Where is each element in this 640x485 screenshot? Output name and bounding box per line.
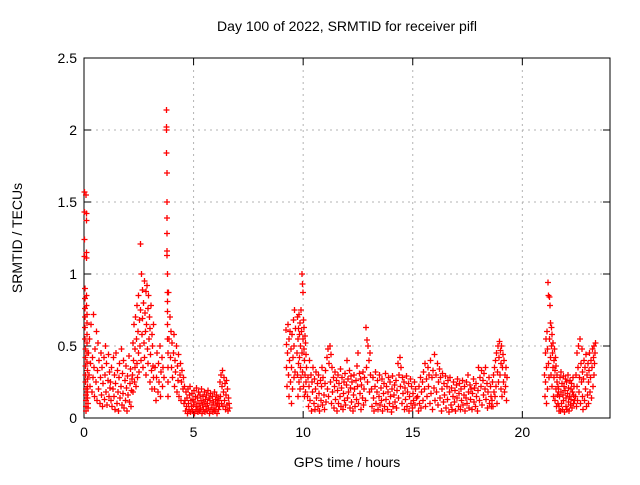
chart-title: Day 100 of 2022, SRMTID for receiver pif… bbox=[217, 18, 477, 34]
gridlines bbox=[84, 58, 610, 418]
scatter-series-SRMTID bbox=[81, 107, 599, 417]
y-tick-label: 0.5 bbox=[58, 338, 78, 354]
y-tick-label: 1 bbox=[69, 266, 77, 282]
axis-ticks bbox=[83, 57, 610, 419]
y-tick-label: 2 bbox=[69, 122, 77, 138]
x-tick-label: 5 bbox=[190, 424, 198, 440]
y-tick-label: 2.5 bbox=[58, 50, 78, 66]
x-axis-label: GPS time / hours bbox=[294, 454, 401, 470]
y-tick-labels: 0 0.5 1 1.5 2 2.5 bbox=[58, 50, 78, 426]
x-tick-labels: 0 5 10 15 20 bbox=[80, 424, 530, 440]
y-axis-label: SRMTID / TECUs bbox=[9, 183, 25, 293]
x-tick-label: 0 bbox=[80, 424, 88, 440]
y-tick-label: 1.5 bbox=[58, 194, 78, 210]
x-tick-label: 20 bbox=[515, 424, 531, 440]
x-tick-label: 15 bbox=[405, 424, 421, 440]
x-tick-label: 10 bbox=[295, 424, 311, 440]
y-tick-label: 0 bbox=[69, 410, 77, 426]
data-points bbox=[81, 107, 599, 417]
plot-border bbox=[83, 57, 611, 419]
